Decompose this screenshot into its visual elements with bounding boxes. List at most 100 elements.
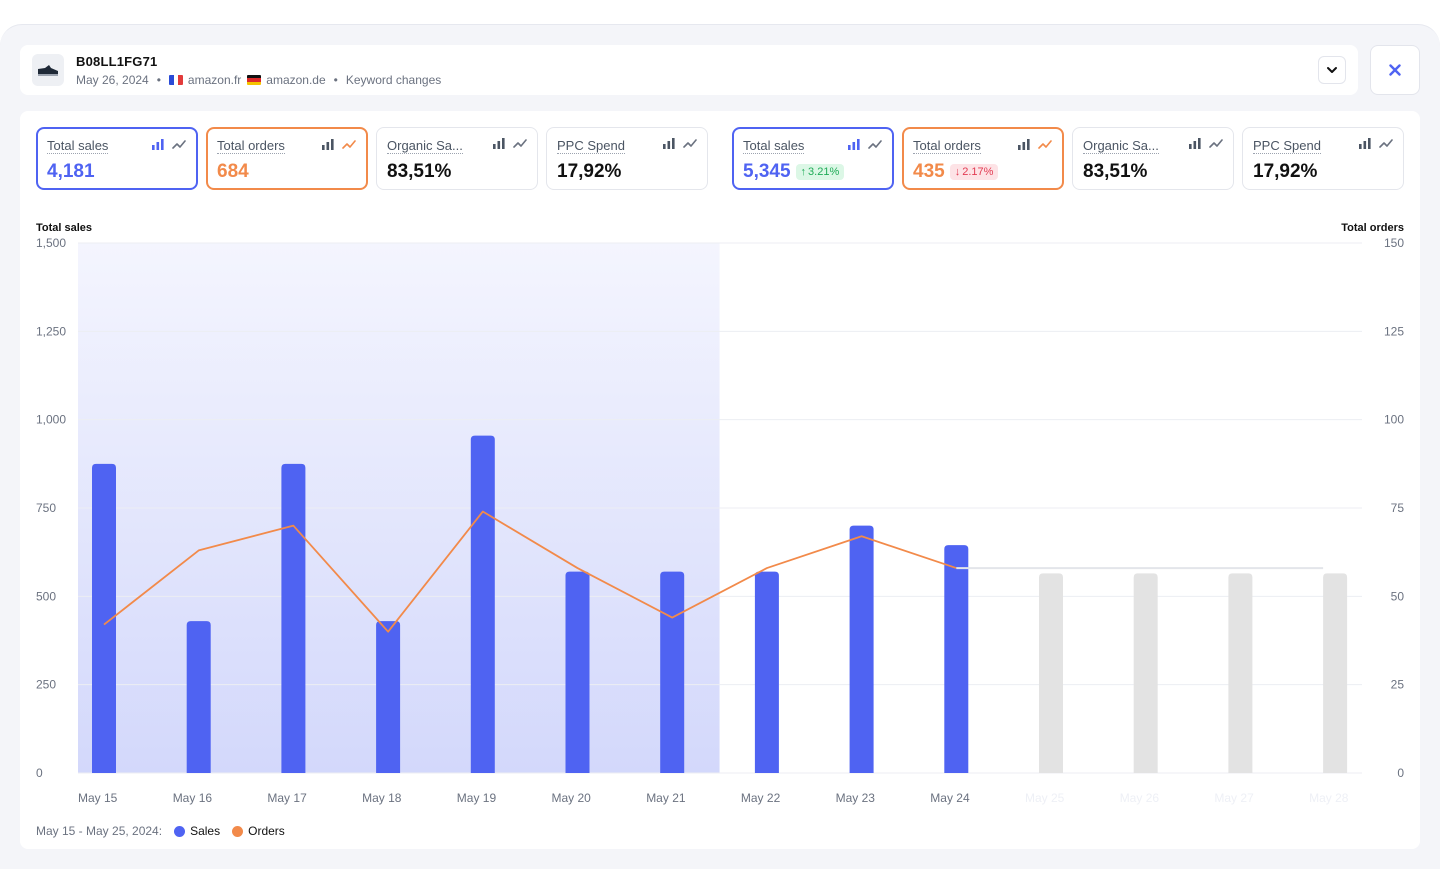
keyword-changes-link[interactable]: Keyword changes bbox=[345, 73, 442, 87]
x-tick-label: May 26 bbox=[1120, 791, 1160, 805]
y-tick-left: 250 bbox=[36, 678, 56, 692]
bar-chart-icon[interactable] bbox=[1018, 139, 1030, 150]
bar-chart-icon[interactable] bbox=[1359, 138, 1371, 149]
forecast-bar bbox=[1039, 573, 1063, 773]
y-tick-left: 750 bbox=[36, 501, 56, 515]
arrow-up-icon: ↑ bbox=[800, 166, 807, 178]
y-tick-left: 500 bbox=[36, 589, 56, 603]
x-tick-label: May 20 bbox=[552, 791, 592, 805]
product-header: B08LL1FG71 May 26, 2024 • amazon.fr amaz… bbox=[20, 45, 1358, 95]
sales-bar bbox=[376, 621, 401, 773]
shoe-icon bbox=[38, 65, 58, 76]
chart-panel: Total sales 4,181 Total orders 684 Organ… bbox=[20, 111, 1420, 849]
y-tick-right: 50 bbox=[1391, 589, 1405, 603]
metric-organic-sales[interactable]: Organic Sa... 83,51% bbox=[376, 127, 538, 190]
product-meta: May 26, 2024 • amazon.fr amazon.de • Key… bbox=[76, 73, 442, 87]
bar-chart-icon[interactable] bbox=[848, 139, 860, 150]
y-tick-left: 1,000 bbox=[36, 413, 66, 427]
metric-total-sales-compare[interactable]: Total sales 5,345 ↑ 3.21% bbox=[732, 127, 894, 190]
metric-total-sales[interactable]: Total sales 4,181 bbox=[36, 127, 198, 190]
line-chart-icon[interactable] bbox=[172, 139, 186, 150]
x-tick-label: May 17 bbox=[267, 791, 307, 805]
expand-button[interactable] bbox=[1318, 56, 1346, 84]
line-chart-icon[interactable] bbox=[683, 138, 697, 149]
sales-bar bbox=[565, 571, 590, 773]
x-tick-label: May 25 bbox=[1025, 791, 1065, 805]
legend-orders-swatch bbox=[232, 825, 244, 837]
y-tick-right: 100 bbox=[1384, 413, 1404, 427]
x-tick-label: May 16 bbox=[173, 791, 213, 805]
modal: B08LL1FG71 May 26, 2024 • amazon.fr amaz… bbox=[0, 24, 1440, 869]
y-tick-right: 75 bbox=[1391, 501, 1405, 515]
product-asin: B08LL1FG71 bbox=[76, 54, 158, 69]
highlight-range bbox=[78, 243, 720, 773]
y-tick-right: 125 bbox=[1384, 324, 1404, 338]
line-chart-icon[interactable] bbox=[1038, 139, 1052, 150]
x-tick-label: May 15 bbox=[78, 791, 118, 805]
legend-sales-swatch bbox=[174, 825, 186, 837]
bar-chart-icon[interactable] bbox=[1189, 138, 1201, 149]
metric-label: Total sales bbox=[743, 138, 805, 154]
marketplace-fr[interactable]: amazon.fr bbox=[187, 73, 242, 87]
sales-bar bbox=[92, 463, 116, 773]
change-badge-down: ↓ 2.17% bbox=[949, 164, 999, 180]
line-chart-icon[interactable] bbox=[342, 139, 356, 150]
orders-line bbox=[103, 510, 957, 633]
line-chart-icon[interactable] bbox=[1379, 138, 1393, 149]
bar-chart-icon[interactable] bbox=[663, 138, 675, 149]
sales-bar bbox=[186, 621, 211, 773]
line-chart-icon[interactable] bbox=[868, 139, 882, 150]
sales-orders-chart: 0 0 250 25 500 50 750 75 1,000 100 1,250 125 1,500 15… bbox=[36, 236, 1405, 805]
metric-label: Organic Sa... bbox=[1083, 138, 1159, 154]
arrow-down-icon: ↓ bbox=[954, 166, 961, 178]
x-tick-label: May 28 bbox=[1309, 791, 1349, 805]
legend-sales[interactable]: Sales bbox=[190, 824, 221, 838]
y-tick-left: 1,500 bbox=[36, 236, 66, 250]
metric-label: Total orders bbox=[217, 138, 285, 154]
legend-orders[interactable]: Orders bbox=[248, 824, 285, 838]
report-date: May 26, 2024 bbox=[76, 73, 149, 87]
x-tick-label: May 22 bbox=[741, 791, 781, 805]
metric-ppc-spend-compare[interactable]: PPC Spend 17,92% bbox=[1242, 127, 1404, 190]
line-chart-icon[interactable] bbox=[1209, 138, 1223, 149]
metric-label: Total sales bbox=[47, 138, 109, 154]
sales-bar bbox=[660, 571, 685, 773]
close-button[interactable] bbox=[1370, 45, 1420, 95]
bar-chart-icon[interactable] bbox=[493, 138, 505, 149]
product-thumbnail bbox=[32, 54, 64, 86]
sales-bar bbox=[754, 571, 779, 773]
metric-value: 17,92% bbox=[557, 161, 622, 182]
fr-flag-icon bbox=[168, 75, 183, 85]
metric-value: 83,51% bbox=[1083, 161, 1148, 182]
y-tick-right: 150 bbox=[1384, 236, 1404, 250]
y-tick-right: 25 bbox=[1391, 678, 1405, 692]
metric-organic-sales-compare[interactable]: Organic Sa... 83,51% bbox=[1072, 127, 1234, 190]
metric-value: 17,92% bbox=[1253, 161, 1318, 182]
metric-value: 684 bbox=[217, 161, 249, 182]
metric-total-orders[interactable]: Total orders 684 bbox=[206, 127, 368, 190]
x-tick-label: May 19 bbox=[457, 791, 497, 805]
bar-chart-icon[interactable] bbox=[322, 139, 334, 150]
forecast-bar bbox=[1323, 573, 1348, 773]
y-tick-left: 1,250 bbox=[36, 324, 66, 338]
chevron-down-icon bbox=[1327, 67, 1337, 73]
line-chart-icon[interactable] bbox=[513, 138, 527, 149]
chart-legend: May 15 - May 25, 2024: Sales Orders bbox=[36, 824, 285, 838]
metric-ppc-spend[interactable]: PPC Spend 17,92% bbox=[546, 127, 708, 190]
x-tick-label: May 24 bbox=[930, 791, 970, 805]
sales-bar bbox=[944, 545, 969, 773]
x-tick-label: May 27 bbox=[1214, 791, 1254, 805]
change-badge-up: ↑ 3.21% bbox=[795, 164, 845, 180]
bar-chart-icon[interactable] bbox=[152, 139, 164, 150]
forecast-bar bbox=[1133, 573, 1158, 773]
marketplace-de[interactable]: amazon.de bbox=[266, 73, 326, 87]
sales-bar bbox=[470, 435, 495, 773]
y-tick-right: 0 bbox=[1397, 766, 1404, 780]
metric-label: PPC Spend bbox=[1253, 138, 1321, 154]
metric-label: Total orders bbox=[913, 138, 981, 154]
metric-value: 5,345 bbox=[743, 161, 791, 182]
x-tick-label: May 18 bbox=[362, 791, 402, 805]
forecast-bar bbox=[1228, 573, 1253, 773]
metric-total-orders-compare[interactable]: Total orders 435 ↓ 2.17% bbox=[902, 127, 1064, 190]
sales-bar bbox=[281, 463, 306, 773]
